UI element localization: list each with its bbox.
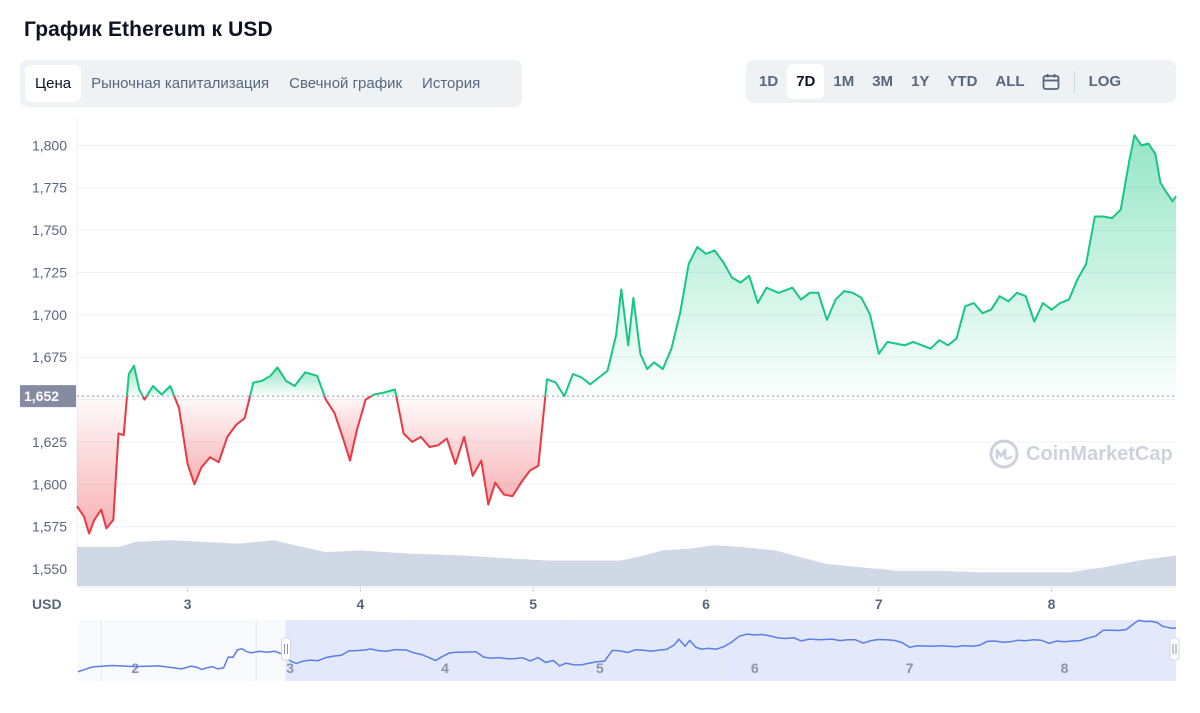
currency-label: USD bbox=[32, 596, 62, 612]
y-tick-label: 1,700 bbox=[32, 307, 67, 323]
navigator-tick-label: 6 bbox=[751, 660, 759, 676]
range-1d-button[interactable]: 1D bbox=[759, 73, 779, 90]
navigator-tick-label: 4 bbox=[441, 660, 449, 676]
y-tick-label: 1,750 bbox=[32, 222, 67, 238]
baseline-label-box bbox=[20, 385, 76, 408]
volume-area bbox=[77, 540, 1176, 586]
price-line-up bbox=[370, 388, 398, 398]
price-area-up bbox=[545, 135, 1176, 397]
navigator-tick-label: 8 bbox=[1061, 660, 1069, 676]
navigator-selection bbox=[285, 620, 1176, 681]
range-1m-button[interactable]: 1M bbox=[833, 73, 855, 90]
x-tick-label: 4 bbox=[356, 596, 364, 612]
coinmarketcap-watermark: CoinMarketCap bbox=[988, 438, 1173, 470]
handle-grip bbox=[281, 637, 292, 661]
y-tick-label: 1,625 bbox=[32, 434, 67, 450]
range-3m-button[interactable]: 3M bbox=[872, 73, 894, 90]
y-tick-label: 1,575 bbox=[32, 519, 67, 535]
tab-candlestick[interactable]: Свечной график bbox=[289, 75, 403, 92]
divider bbox=[1073, 70, 1075, 93]
y-tick-label: 1,550 bbox=[32, 561, 67, 577]
calendar-icon[interactable] bbox=[1034, 64, 1068, 99]
price-area-down bbox=[174, 396, 250, 485]
x-tick-label: 6 bbox=[702, 596, 710, 612]
navigator-handle-right[interactable] bbox=[1169, 637, 1180, 661]
range-ytd-button[interactable]: YTD bbox=[947, 73, 978, 90]
y-tick-label: 1,600 bbox=[32, 476, 67, 492]
navigator-tick-label: 3 bbox=[286, 660, 294, 676]
price-line-up bbox=[544, 134, 1177, 398]
baseline-label: 1,652 bbox=[24, 388, 59, 404]
range-all-button[interactable]: ALL bbox=[995, 73, 1025, 90]
price-area-down bbox=[142, 396, 147, 400]
price-line-down bbox=[323, 395, 372, 462]
price-line-up bbox=[249, 366, 326, 397]
price-area-down bbox=[77, 396, 127, 534]
price-area-up bbox=[146, 386, 175, 397]
price-line-up bbox=[126, 364, 144, 397]
price-line-down bbox=[76, 396, 128, 535]
price-line-down bbox=[141, 395, 148, 401]
navigator-tick-label: 7 bbox=[906, 660, 914, 676]
y-tick-label: 1,725 bbox=[32, 264, 67, 280]
price-area-up bbox=[127, 365, 143, 397]
tab-price[interactable]: Цена bbox=[25, 65, 82, 102]
price-area-down bbox=[324, 396, 372, 461]
navigator-background bbox=[78, 620, 1176, 681]
price-line-up bbox=[145, 385, 176, 397]
y-tick-label: 1,775 bbox=[32, 180, 67, 196]
range-1y-button[interactable]: 1Y bbox=[911, 73, 930, 90]
range-7d-button[interactable]: 7D bbox=[787, 64, 825, 99]
x-tick-label: 7 bbox=[875, 596, 883, 612]
chart-tabs: Цена Рыночная капитализация Свечной граф… bbox=[20, 60, 522, 107]
y-tick-label: 1,650 bbox=[32, 392, 67, 408]
price-line-down bbox=[173, 395, 251, 486]
price-area-up bbox=[250, 367, 325, 397]
x-tick-label: 8 bbox=[1048, 596, 1056, 612]
y-tick-label: 1,675 bbox=[32, 349, 67, 365]
y-tick-label: 1,800 bbox=[32, 137, 67, 153]
price-area-up bbox=[371, 389, 397, 397]
price-line-down bbox=[395, 396, 547, 506]
x-tick-label: 3 bbox=[184, 596, 192, 612]
log-scale-toggle[interactable]: LOG bbox=[1088, 73, 1122, 90]
handle-grip bbox=[1169, 637, 1180, 661]
navigator-line bbox=[77, 619, 1177, 673]
page-title: График Ethereum к USD bbox=[24, 18, 273, 41]
navigator-tick-label: 5 bbox=[596, 660, 604, 676]
navigator-handle-left[interactable] bbox=[281, 637, 292, 661]
price-area-down bbox=[396, 396, 546, 505]
time-range-selector: 1D 7D 1M 3M 1Y YTD ALL LOG bbox=[746, 60, 1176, 103]
navigator-tick-label: 2 bbox=[131, 660, 139, 676]
tab-history[interactable]: История bbox=[422, 75, 481, 92]
watermark-text: CoinMarketCap bbox=[1026, 442, 1173, 465]
tab-market-cap[interactable]: Рыночная капитализация bbox=[91, 75, 270, 92]
x-tick-label: 5 bbox=[529, 596, 537, 612]
coinmarketcap-logo-icon bbox=[989, 439, 1019, 469]
